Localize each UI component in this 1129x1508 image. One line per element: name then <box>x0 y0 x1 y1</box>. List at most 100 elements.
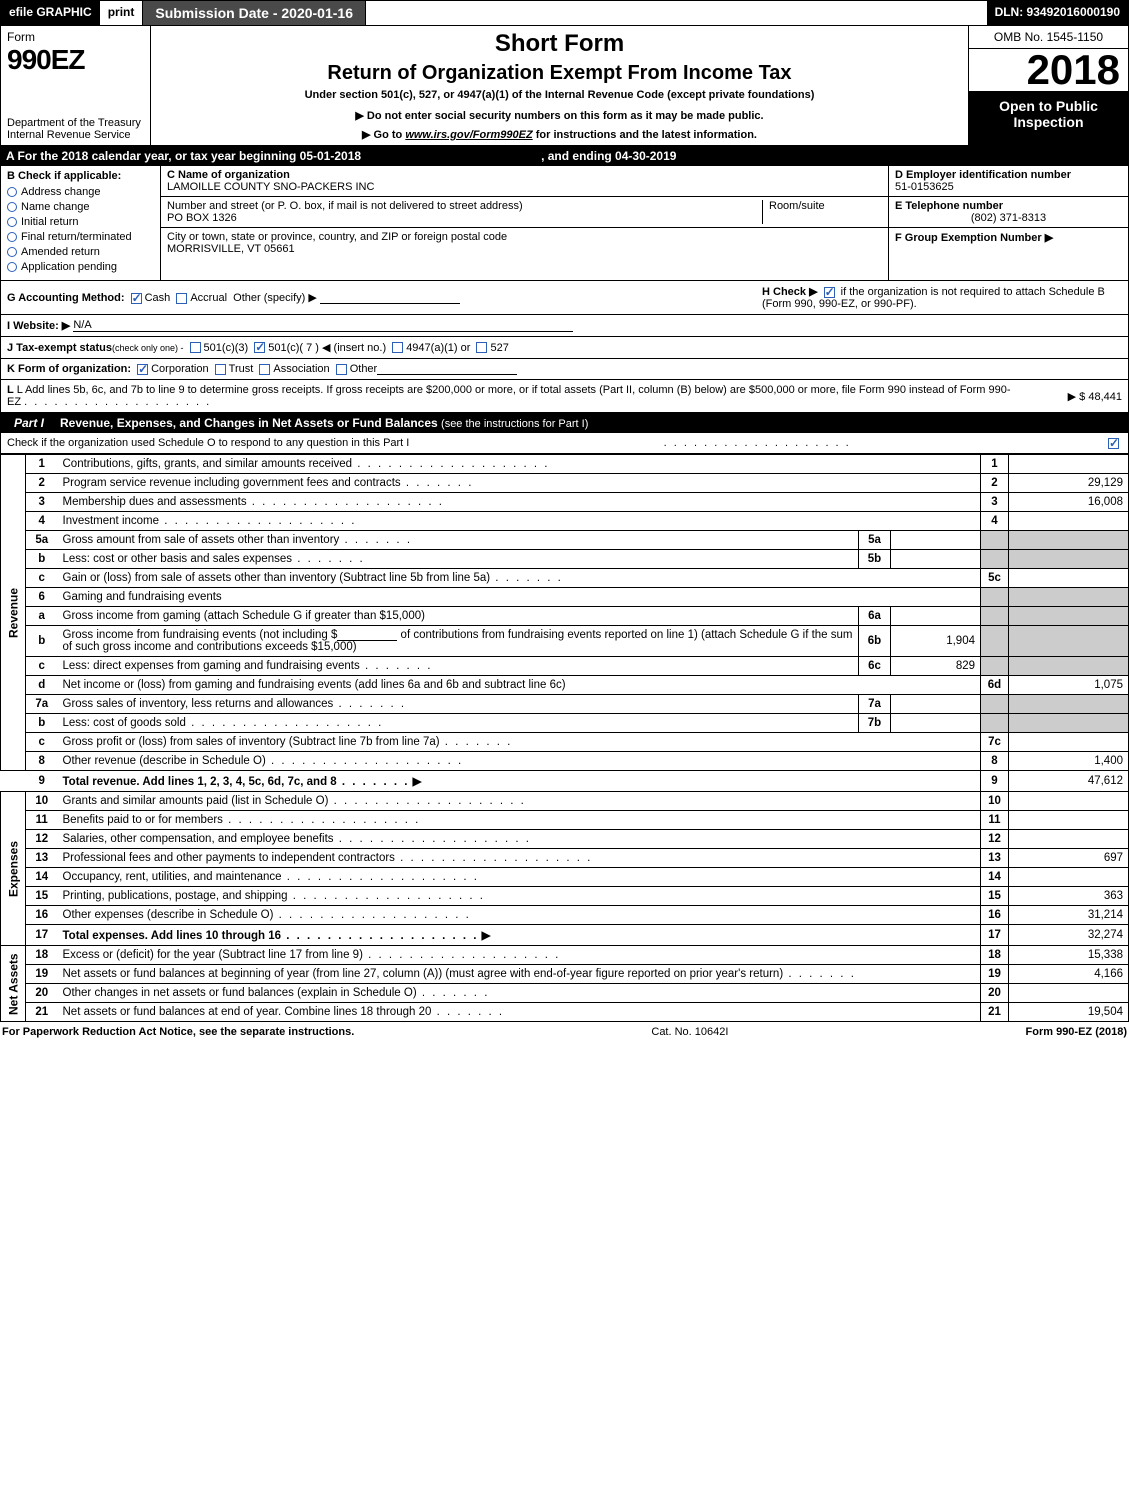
e-label: E Telephone number <box>895 200 1122 212</box>
form-number: 990EZ <box>7 44 144 76</box>
line-11: 11 Benefits paid to or for members 11 <box>1 811 1129 830</box>
form-header: Form 990EZ Department of the Treasury In… <box>0 26 1129 146</box>
i-label: I Website: ▶ <box>7 319 70 332</box>
line-15: 15 Printing, publications, postage, and … <box>1 887 1129 906</box>
line-17: 17 Total expenses. Add lines 10 through … <box>1 925 1129 946</box>
line-9: 9 Total revenue. Add lines 1, 2, 3, 4, 5… <box>1 771 1129 792</box>
chk-corporation[interactable] <box>137 364 148 375</box>
part1-title: Revenue, Expenses, and Changes in Net As… <box>60 416 438 430</box>
line-7b: b Less: cost of goods sold 7b <box>1 714 1129 733</box>
line-6: 6 Gaming and fundraising events <box>1 588 1129 607</box>
chk-cash[interactable] <box>131 293 142 304</box>
section-b-label: B Check if applicable: <box>7 170 154 182</box>
city-value: MORRISVILLE, VT 05661 <box>167 243 295 255</box>
footer-cat: Cat. No. 10642I <box>354 1026 1025 1038</box>
h-label: H Check ▶ <box>762 286 818 298</box>
side-expenses: Expenses <box>1 792 26 946</box>
info-block: B Check if applicable: Address change Na… <box>0 166 1129 281</box>
short-form-title: Short Form <box>159 30 960 58</box>
line-14: 14 Occupancy, rent, utilities, and maint… <box>1 868 1129 887</box>
do-not-enter: ▶ Do not enter social security numbers o… <box>159 109 960 122</box>
website-value: N/A <box>73 319 573 332</box>
chk-accrual[interactable] <box>176 293 187 304</box>
line-5a: 5a Gross amount from sale of assets othe… <box>1 531 1129 550</box>
section-j: J Tax-exempt status (check only one) - 5… <box>0 337 1129 359</box>
line-13: 13 Professional fees and other payments … <box>1 849 1129 868</box>
line-16: 16 Other expenses (describe in Schedule … <box>1 906 1129 925</box>
org-name: LAMOILLE COUNTY SNO-PACKERS INC <box>167 181 374 193</box>
line-18: Net Assets 18 Excess or (deficit) for th… <box>1 946 1129 965</box>
tax-year: 2018 <box>969 49 1128 92</box>
chk-application-pending[interactable]: Application pending <box>7 261 154 273</box>
page-footer: For Paperwork Reduction Act Notice, see … <box>0 1022 1129 1042</box>
chk-final-return[interactable]: Final return/terminated <box>7 231 154 243</box>
line-6d: d Net income or (loss) from gaming and f… <box>1 676 1129 695</box>
efile-label: efile GRAPHIC <box>1 1 100 25</box>
other-org-blank[interactable] <box>377 363 517 375</box>
k-label: K Form of organization: <box>7 363 131 375</box>
line-8: 8 Other revenue (describe in Schedule O)… <box>1 752 1129 771</box>
f-label: F Group Exemption Number ▶ <box>895 232 1053 244</box>
chk-501c3[interactable] <box>190 342 201 353</box>
line-20: 20 Other changes in net assets or fund b… <box>1 984 1129 1003</box>
phone-row: E Telephone number (802) 371-8313 <box>889 197 1128 228</box>
line-5c: c Gain or (loss) from sale of assets oth… <box>1 569 1129 588</box>
chk-association[interactable] <box>259 364 270 375</box>
part1-check-text: Check if the organization used Schedule … <box>7 437 409 449</box>
chk-4947[interactable] <box>392 342 403 353</box>
chk-initial-return[interactable]: Initial return <box>7 216 154 228</box>
goto-link[interactable]: www.irs.gov/Form990EZ <box>405 129 532 141</box>
chk-amended-return[interactable]: Amended return <box>7 246 154 258</box>
chk-schedule-o[interactable] <box>1108 438 1119 449</box>
chk-address-change[interactable]: Address change <box>7 186 154 198</box>
chk-527[interactable] <box>476 342 487 353</box>
side-netassets: Net Assets <box>1 946 26 1022</box>
g-label: G Accounting Method: <box>7 292 125 304</box>
j-label: J Tax-exempt status <box>7 342 112 354</box>
line-7c: c Gross profit or (loss) from sales of i… <box>1 733 1129 752</box>
print-label[interactable]: print <box>100 1 144 25</box>
section-c: C Name of organization LAMOILLE COUNTY S… <box>161 166 888 280</box>
part1-table: Revenue 1 Contributions, gifts, grants, … <box>0 454 1129 1022</box>
section-h: H Check ▶ if the organization is not req… <box>762 285 1122 310</box>
section-i: I Website: ▶ N/A <box>0 315 1129 337</box>
part1-sub: (see the instructions for Part I) <box>441 418 588 430</box>
top-bar: efile GRAPHIC print Submission Date - 20… <box>0 0 1129 26</box>
org-name-row: C Name of organization LAMOILLE COUNTY S… <box>161 166 888 197</box>
submission-date: Submission Date - 2020-01-16 <box>143 1 366 25</box>
section-gh: G Accounting Method: Cash Accrual Other … <box>0 281 1129 315</box>
c-label: C Name of organization <box>167 169 290 181</box>
room-suite: Room/suite <box>762 200 882 224</box>
chk-501c[interactable] <box>254 342 265 353</box>
chk-name-change[interactable]: Name change <box>7 201 154 213</box>
j-sub: (check only one) - <box>112 343 184 353</box>
chk-other-org[interactable] <box>336 364 347 375</box>
chk-trust[interactable] <box>215 364 226 375</box>
goto-pre: ▶ Go to <box>362 129 405 141</box>
under-section: Under section 501(c), 527, or 4947(a)(1)… <box>159 89 960 101</box>
line-1: Revenue 1 Contributions, gifts, grants, … <box>1 455 1129 474</box>
line-6b: b Gross income from fundraising events (… <box>1 626 1129 657</box>
section-l: L L Add lines 5b, 6c, and 7b to line 9 t… <box>0 380 1129 413</box>
side-revenue: Revenue <box>1 455 26 771</box>
line-3: 3 Membership dues and assessments 3 16,0… <box>1 493 1129 512</box>
line-10: Expenses 10 Grants and similar amounts p… <box>1 792 1129 811</box>
other-specify-blank[interactable] <box>320 292 460 304</box>
line-19: 19 Net assets or fund balances at beginn… <box>1 965 1129 984</box>
street-value: PO BOX 1326 <box>167 212 237 224</box>
part1-check-row: Check if the organization used Schedule … <box>0 433 1129 454</box>
return-title: Return of Organization Exempt From Incom… <box>159 62 960 85</box>
tax-year-row: A For the 2018 calendar year, or tax yea… <box>0 146 1129 166</box>
form-word: Form <box>7 30 144 44</box>
line-6c: c Less: direct expenses from gaming and … <box>1 657 1129 676</box>
goto-line: ▶ Go to www.irs.gov/Form990EZ for instru… <box>159 128 960 141</box>
ein-row: D Employer identification number 51-0153… <box>889 166 1128 197</box>
section-g: G Accounting Method: Cash Accrual Other … <box>7 291 762 304</box>
city-row: City or town, state or province, country… <box>161 228 888 258</box>
line-12: 12 Salaries, other compensation, and emp… <box>1 830 1129 849</box>
chk-h[interactable] <box>824 287 835 298</box>
part1-label: Part I <box>6 416 52 430</box>
header-right: OMB No. 1545-1150 2018 Open to Public In… <box>968 26 1128 145</box>
ein-value: 51-0153625 <box>895 181 1122 193</box>
line-2: 2 Program service revenue including gove… <box>1 474 1129 493</box>
